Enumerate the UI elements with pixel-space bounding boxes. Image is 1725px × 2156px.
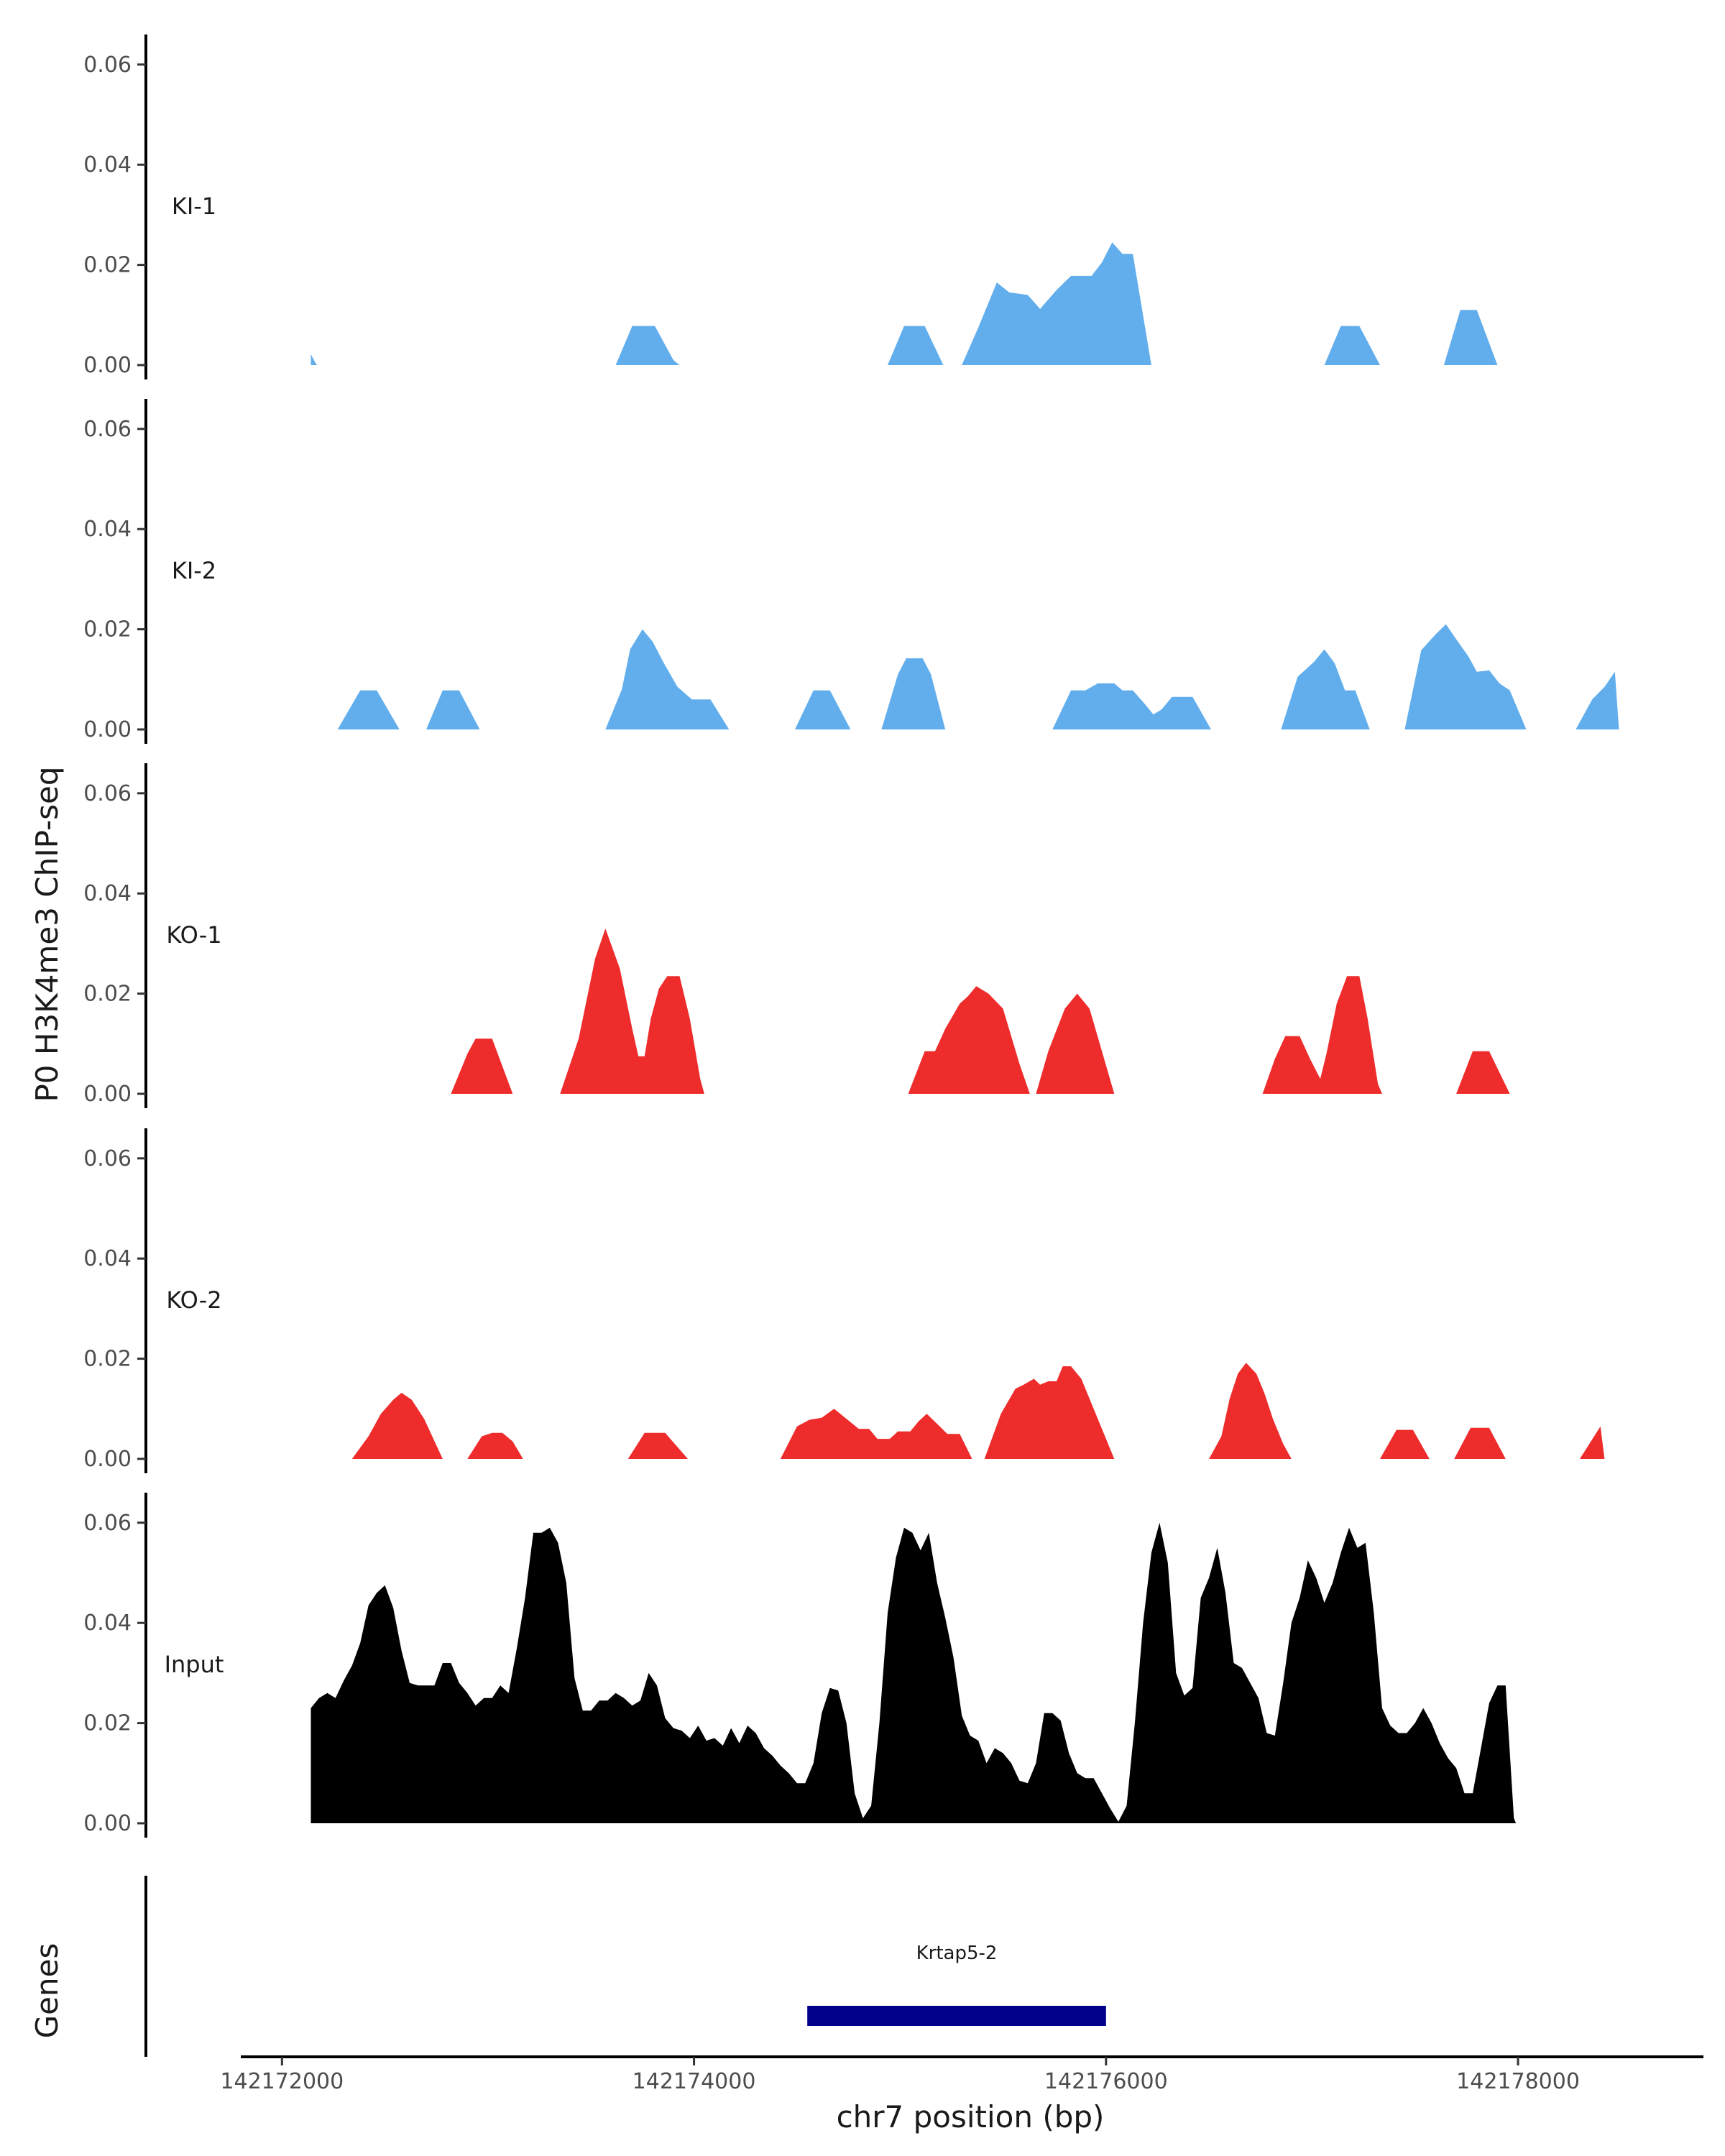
track-label: KO-2	[166, 1286, 221, 1314]
y-tick-label: 0.06	[83, 781, 132, 806]
x-tick-label: 142176000	[1044, 2069, 1168, 2094]
x-axis: 142172000 142174000 142176000 142178000	[220, 2055, 1703, 2094]
track-label: KI-2	[172, 557, 216, 584]
track-ki-1: 0.00 0.02 0.04 0.06 KI-1	[83, 34, 1498, 379]
signal-area	[351, 1363, 1605, 1459]
y-tick-label: 0.06	[83, 417, 132, 442]
x-tick-label: 142178000	[1456, 2069, 1580, 2094]
y-tick-label: 0.00	[83, 1811, 132, 1836]
track-label: KI-1	[172, 193, 216, 220]
genes-axis-title: Genes	[29, 1943, 65, 2039]
x-tick-label: 142174000	[632, 2069, 756, 2094]
y-tick-label: 0.04	[83, 152, 132, 178]
y-tick-label: 0.04	[83, 881, 132, 906]
y-tick-label: 0.02	[83, 982, 132, 1007]
gene-body	[807, 2006, 1106, 2026]
gene-label: Krtap5-2	[916, 1943, 998, 1964]
x-tick-label: 142172000	[220, 2069, 344, 2094]
track-ko-2: 0.00 0.02 0.04 0.06 KO-2	[83, 1128, 1605, 1473]
y-tick-label: 0.04	[83, 517, 132, 542]
track-label: KO-1	[166, 921, 221, 949]
y-tick-label: 0.04	[83, 1611, 132, 1636]
y-tick-label: 0.00	[83, 1447, 132, 1472]
track-label: Input	[165, 1651, 224, 1678]
y-axis-title: P0 H3K4me3 ChIP-seq	[29, 766, 65, 1102]
tracks-group: 0.00 0.02 0.04 0.06 KI-1 0.00 0.02 0.04 0.06 KI-2…	[83, 34, 1619, 1838]
y-tick-label: 0.02	[83, 1347, 132, 1372]
signal-area	[310, 242, 1498, 365]
signal-area	[337, 624, 1619, 729]
track-input: 0.00 0.02 0.04 0.06 Input	[83, 1493, 1517, 1838]
signal-area	[451, 929, 1510, 1094]
x-axis-title: chr7 position (bp)	[837, 2099, 1105, 2134]
gene-krtap5-2: Krtap5-2	[807, 1943, 1106, 2026]
track-ko-1: 0.00 0.02 0.04 0.06 KO-1	[83, 763, 1510, 1108]
y-tick-label: 0.02	[83, 1711, 132, 1736]
y-tick-label: 0.06	[83, 1511, 132, 1536]
y-tick-label: 0.02	[83, 617, 132, 642]
y-tick-label: 0.06	[83, 52, 132, 78]
y-tick-label: 0.00	[83, 717, 132, 742]
y-tick-label: 0.06	[83, 1146, 132, 1171]
y-tick-label: 0.00	[83, 1082, 132, 1107]
y-tick-label: 0.00	[83, 353, 132, 378]
track-ki-2: 0.00 0.02 0.04 0.06 KI-2	[83, 399, 1619, 744]
signal-area	[310, 1522, 1517, 1823]
y-tick-label: 0.04	[83, 1246, 132, 1271]
genes-group: Krtap5-2	[144, 1876, 1106, 2057]
y-tick-label: 0.02	[83, 253, 132, 278]
